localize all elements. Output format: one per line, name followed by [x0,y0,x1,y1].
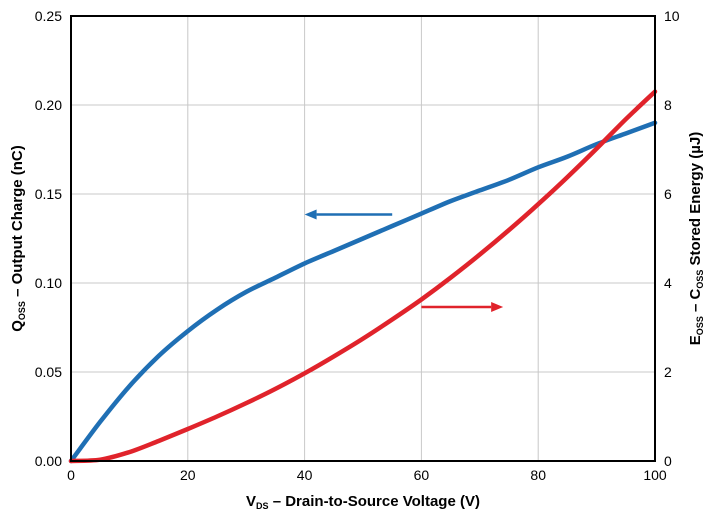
series-line-qoss [68,120,658,464]
x-tick-label: 40 [297,467,313,483]
y-left-tick-label: 0.00 [35,453,62,469]
tick-labels: 0 20 40 60 80 100 0.00 0.05 0.10 0.15 0.20 0.25 0 2 4 6… [35,8,680,483]
y-right-tick-label: 4 [664,275,672,291]
y-right-tick-label: 10 [664,8,680,24]
series-layer [68,89,658,464]
x-tick-label: 100 [643,467,667,483]
x-tick-label: 20 [180,467,196,483]
y-right-tick-label: 6 [664,186,672,202]
annotation-layer [304,209,504,313]
y-left-tick-label: 0.15 [35,186,62,202]
x-tick-label: 60 [414,467,430,483]
y-left-tick-label: 0.05 [35,364,62,380]
axis-pointer-arrow-left [304,209,393,220]
y-left-tick-label: 0.10 [35,275,62,291]
arrow-head [491,302,504,313]
x-axis-label: VDS – Drain-to-Source Voltage (V) [246,493,480,511]
y-left-tick-label: 0.20 [35,97,62,113]
y-axis-left-label: QOSS – Output Charge (nC) [9,145,27,332]
arrow-head [304,209,317,220]
plot-frame [70,15,656,462]
y-right-tick-label: 2 [664,364,672,380]
series-line-eoss [68,89,658,464]
x-tick-label: 0 [67,467,75,483]
axis-pointer-arrow-right [421,302,504,313]
grid [71,16,655,461]
y-axis-right-label: EOSS – COSS Stored Energy (µJ) [687,132,705,345]
y-left-tick-label: 0.25 [35,8,62,24]
x-tick-label: 80 [530,467,546,483]
y-right-tick-label: 0 [664,453,672,469]
y-right-tick-label: 8 [664,97,672,113]
